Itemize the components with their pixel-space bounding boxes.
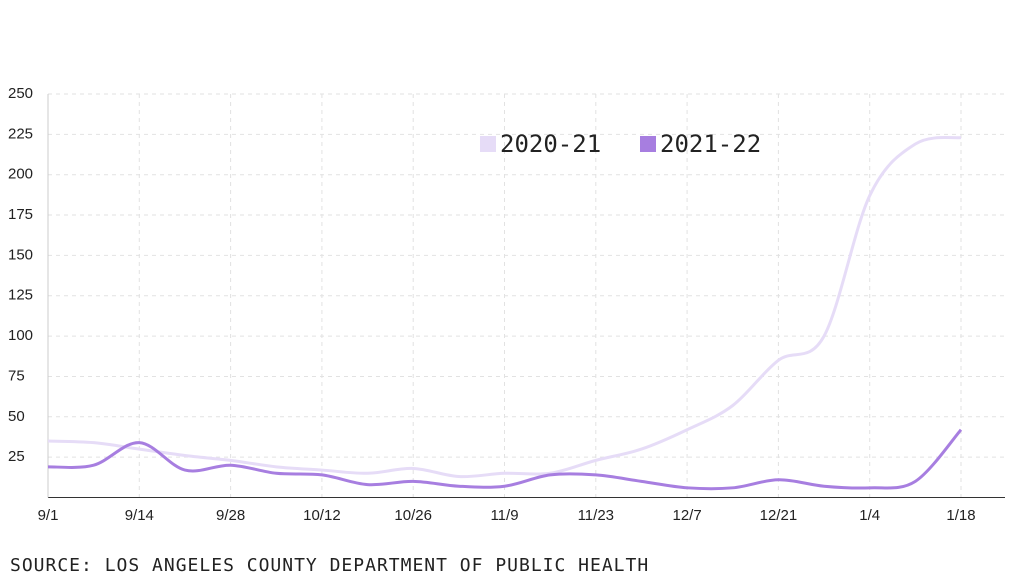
x-tick-label: 9/14 [125, 507, 154, 524]
y-tick-label: 125 [8, 287, 33, 304]
x-tick-label: 11/23 [578, 507, 614, 524]
x-tick-label: 12/7 [672, 507, 701, 524]
legend-label: 2021-22 [660, 130, 761, 158]
y-tick-label: 25 [8, 448, 25, 465]
x-tick-label: 1/18 [946, 507, 975, 524]
x-tick-label: 10/26 [394, 507, 432, 524]
legend-label: 2020-21 [500, 130, 601, 158]
x-tick-label: 9/1 [38, 507, 59, 524]
y-tick-label: 250 [8, 85, 33, 102]
y-tick-label: 200 [8, 166, 33, 183]
y-tick-label: 50 [8, 408, 25, 425]
y-tick-label: 75 [8, 367, 25, 384]
y-tick-label: 225 [8, 125, 33, 142]
x-tick-label: 9/28 [216, 507, 245, 524]
legend-swatch [480, 136, 496, 152]
line-series [47, 136, 962, 479]
line-series [47, 428, 963, 491]
x-tick-label: 11/9 [490, 507, 518, 524]
source: SOURCE: LOS ANGELES COUNTY DEPARTMENT OF… [10, 555, 649, 576]
y-tick-label: 150 [8, 246, 33, 263]
y-tick-label: 175 [8, 206, 33, 223]
legend-swatch [640, 136, 656, 152]
x-tick-label: 12/21 [760, 507, 798, 524]
x-tick-label: 1/4 [859, 507, 880, 524]
y-tick-label: 100 [8, 327, 33, 344]
x-tick-label: 10/12 [303, 507, 341, 524]
